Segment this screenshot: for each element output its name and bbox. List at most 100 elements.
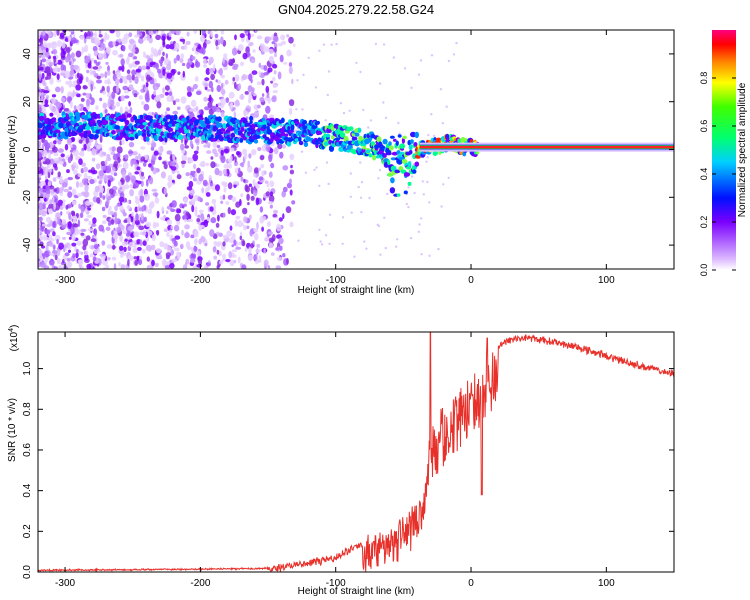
noise-point	[147, 76, 153, 81]
noise-point	[140, 75, 145, 82]
noise-point	[288, 107, 293, 116]
noise-point	[163, 187, 168, 195]
colorbar-tick-label: 0.6	[699, 120, 709, 133]
noise-point	[405, 202, 408, 206]
noise-point	[80, 205, 85, 213]
noise-point	[266, 183, 270, 188]
noise-point	[146, 34, 150, 41]
noise-point	[71, 52, 75, 59]
noise-point	[156, 210, 160, 219]
noise-point	[205, 202, 210, 206]
noise-point	[98, 224, 104, 232]
noise-point	[64, 143, 69, 151]
noise-point	[70, 227, 75, 234]
noise-point	[110, 151, 116, 155]
noise-point	[45, 178, 49, 186]
noise-point	[189, 175, 193, 180]
noise-point	[171, 200, 177, 208]
ridge-point	[261, 117, 266, 123]
noise-point	[322, 43, 326, 46]
noise-point	[286, 34, 290, 38]
noise-point	[315, 166, 318, 169]
noise-point	[141, 213, 144, 221]
x-tick-label: -300	[55, 275, 75, 286]
noise-point	[60, 72, 66, 76]
noise-point	[265, 105, 271, 114]
noise-point	[369, 119, 373, 122]
noise-point	[101, 206, 106, 212]
noise-point	[327, 182, 330, 186]
noise-point	[171, 179, 175, 183]
ridge-point	[298, 140, 304, 146]
noise-point	[155, 94, 161, 101]
ridge-point	[354, 132, 360, 137]
noise-point	[66, 257, 71, 262]
noise-point	[130, 233, 134, 238]
noise-point	[182, 214, 188, 220]
noise-point	[313, 168, 316, 172]
noise-point	[440, 205, 443, 208]
noise-point	[118, 66, 123, 71]
noise-point	[75, 50, 82, 58]
noise-point	[244, 247, 248, 252]
noise-point	[151, 140, 155, 144]
noise-point	[194, 238, 198, 244]
noise-point	[122, 85, 128, 91]
noise-point	[425, 160, 428, 163]
snr-scale-factor: (x104)	[8, 325, 20, 352]
noise-point	[271, 41, 276, 45]
noise-point	[272, 213, 278, 218]
ridge-point	[410, 131, 417, 138]
snr-series-line	[38, 332, 674, 572]
noise-point	[246, 225, 250, 230]
y-tick-label: 40	[22, 48, 33, 60]
noise-point	[116, 146, 123, 154]
noise-point	[108, 205, 112, 211]
ridge-point	[372, 154, 377, 161]
noise-point	[157, 49, 162, 56]
noise-point	[55, 86, 61, 93]
ridge-point	[168, 127, 174, 132]
noise-point	[125, 175, 131, 183]
y-tick-label: 20	[22, 96, 33, 108]
ridge-point	[280, 117, 285, 124]
ridge-point	[142, 122, 149, 126]
noise-point	[127, 200, 130, 204]
noise-point	[38, 50, 42, 56]
noise-point	[198, 209, 204, 213]
noise-point	[113, 172, 118, 177]
noise-point	[75, 84, 82, 91]
noise-point	[126, 205, 131, 210]
noise-point	[145, 221, 152, 228]
noise-point	[91, 70, 96, 75]
noise-point	[258, 62, 261, 68]
noise-point	[61, 158, 66, 162]
noise-point	[267, 265, 271, 269]
colorbar-tick-label: 0.4	[699, 168, 709, 181]
ridge-point	[434, 151, 439, 156]
noise-point	[109, 99, 115, 106]
noise-point	[288, 99, 295, 107]
noise-point	[260, 44, 266, 52]
noise-point	[140, 156, 146, 162]
ridge-point	[240, 126, 245, 132]
noise-point	[410, 86, 413, 90]
noise-point	[264, 236, 270, 241]
ridge-point	[85, 125, 91, 131]
noise-point	[126, 74, 132, 81]
noise-point	[174, 235, 181, 240]
noise-point	[62, 244, 69, 248]
noise-point	[138, 37, 144, 44]
noise-point	[116, 74, 122, 78]
noise-point	[258, 70, 261, 77]
noise-point	[45, 66, 51, 74]
noise-point	[56, 101, 61, 110]
noise-point	[268, 194, 275, 203]
noise-point	[196, 145, 200, 151]
noise-point	[192, 177, 197, 182]
noise-point	[204, 77, 210, 82]
noise-point	[172, 153, 175, 159]
noise-point	[217, 79, 222, 85]
ridge-point	[397, 134, 402, 138]
noise-point	[73, 169, 78, 175]
